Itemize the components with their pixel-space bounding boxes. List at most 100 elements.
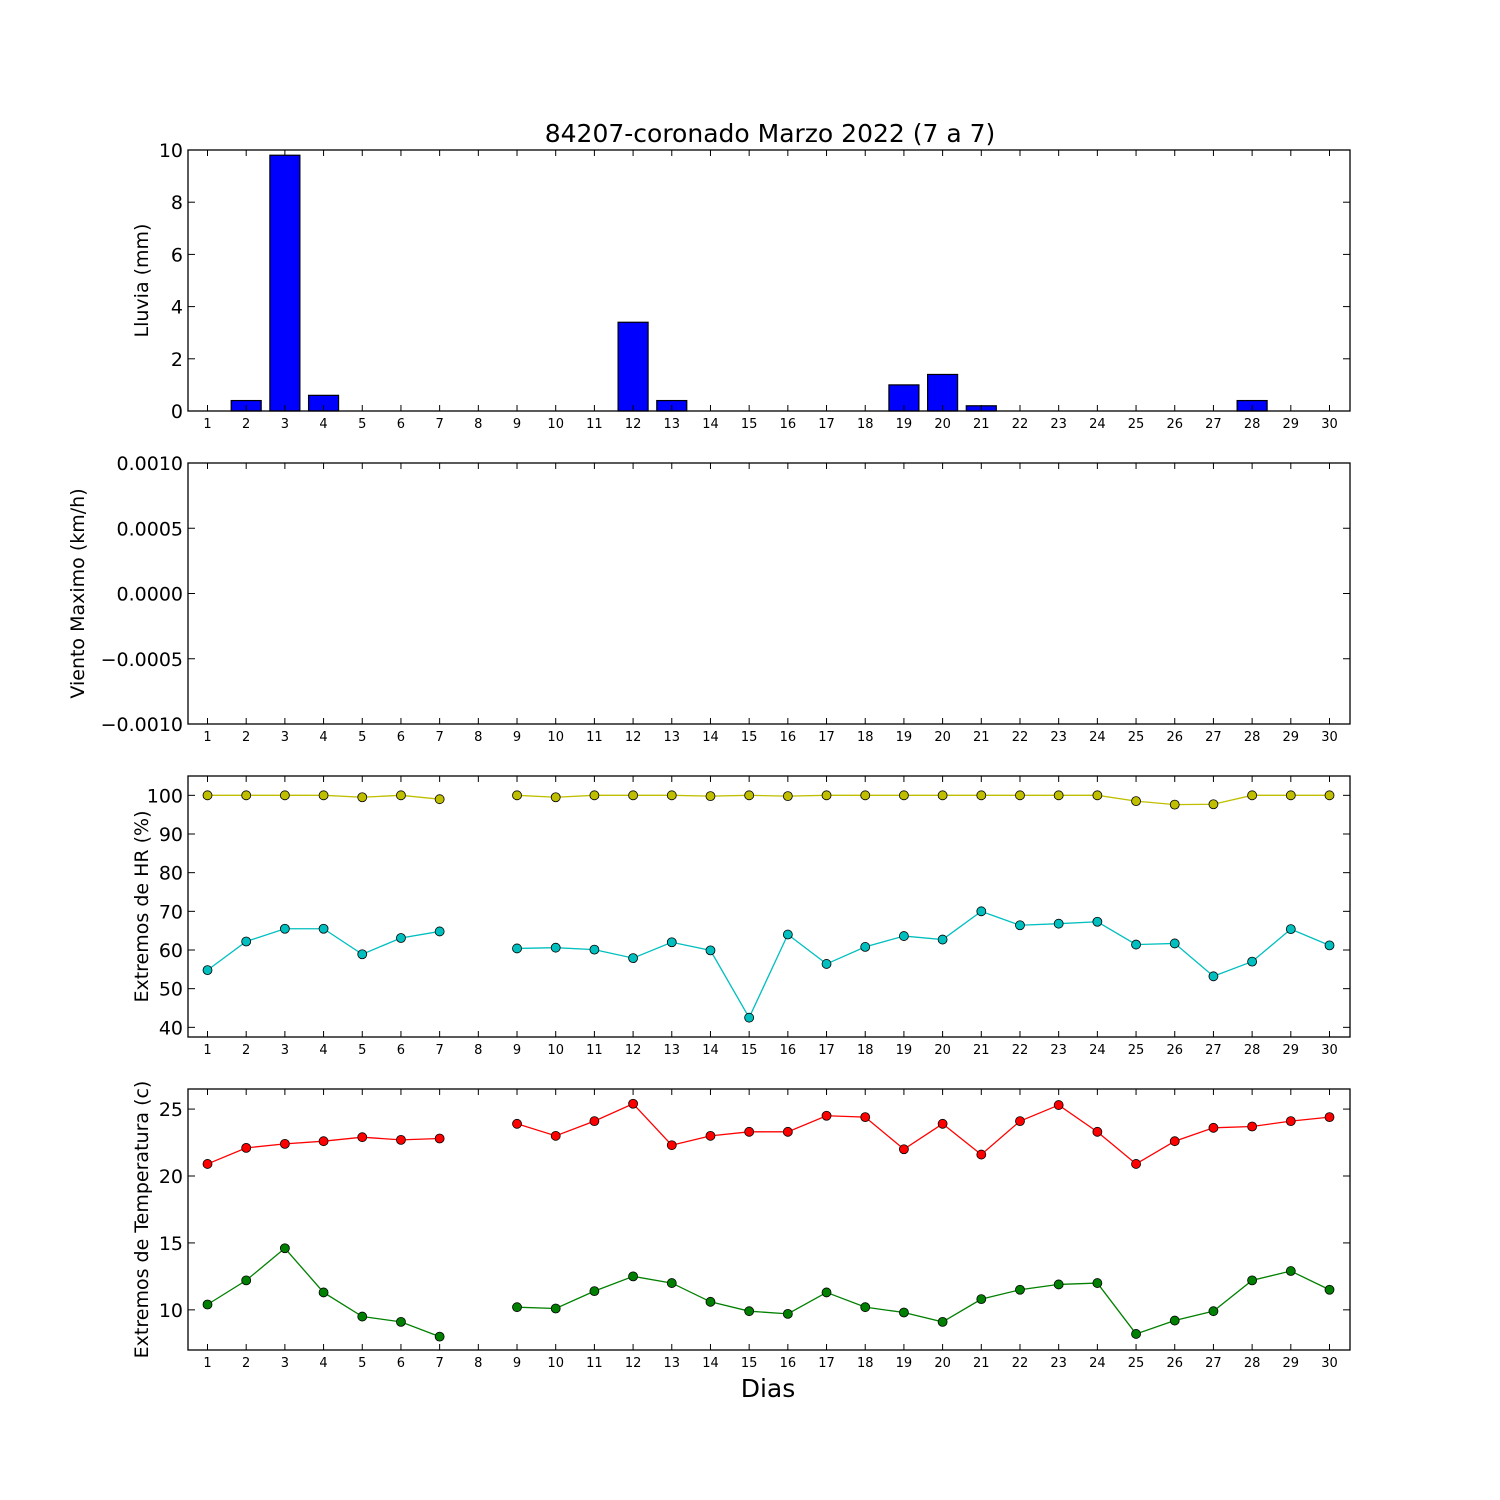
series-2-point-day-26 bbox=[1169, 938, 1180, 949]
x-tick-label: 26 bbox=[1166, 1043, 1183, 1058]
x-tick-label: 6 bbox=[397, 1356, 405, 1371]
series-2-point-day-4 bbox=[318, 1287, 329, 1298]
x-tick-label: 17 bbox=[818, 730, 835, 745]
x-tick-label: 25 bbox=[1128, 730, 1145, 745]
x-tick-label: 20 bbox=[934, 1356, 951, 1371]
series-1-point-day-3 bbox=[279, 790, 290, 801]
series-2-line bbox=[516, 1270, 1330, 1335]
x-tick-label: 8 bbox=[474, 417, 482, 432]
series-1-point-day-30 bbox=[1324, 790, 1335, 801]
series-2-point-day-13 bbox=[666, 937, 677, 948]
series-2-point-day-1 bbox=[202, 965, 213, 976]
panel-frame bbox=[187, 462, 1351, 725]
x-tick-label: 22 bbox=[1012, 417, 1029, 432]
x-tick-label: 2 bbox=[242, 1043, 250, 1058]
series-2-point-day-6 bbox=[396, 1316, 406, 1327]
x-tick-label: 18 bbox=[857, 730, 874, 745]
y-tick-label: 20 bbox=[159, 1166, 183, 1188]
x-tick-label: 28 bbox=[1244, 730, 1261, 745]
x-tick-label: 16 bbox=[780, 730, 797, 745]
x-tick-label: 9 bbox=[513, 417, 521, 432]
x-tick-label: 6 bbox=[397, 417, 405, 432]
x-tick-label: 14 bbox=[702, 417, 719, 432]
x-tick-label: 10 bbox=[547, 417, 564, 432]
series-2-point-day-20 bbox=[937, 934, 948, 945]
series-2-point-day-6 bbox=[396, 933, 406, 943]
y-tick-label: 10 bbox=[159, 140, 183, 162]
x-tick-label: 16 bbox=[780, 1043, 797, 1058]
series-1-point-day-13 bbox=[666, 790, 677, 801]
y-axis-label: Extremos de Temperatura (c) bbox=[131, 1081, 153, 1359]
x-tick-label: 20 bbox=[934, 1043, 951, 1058]
series-2-point-day-16 bbox=[782, 1308, 793, 1319]
series-1-point-day-22 bbox=[1015, 1116, 1025, 1127]
x-tick-label: 6 bbox=[397, 1043, 405, 1058]
x-tick-label: 21 bbox=[973, 730, 990, 745]
x-tick-label: 25 bbox=[1128, 417, 1145, 432]
x-tick-label: 24 bbox=[1089, 417, 1106, 432]
y-tick-label: 50 bbox=[159, 979, 183, 1001]
y-tick-label: 4 bbox=[171, 297, 183, 319]
x-tick-label: 24 bbox=[1089, 1356, 1106, 1371]
series-1-point-day-26 bbox=[1169, 799, 1180, 810]
series-2-point-day-13 bbox=[666, 1278, 677, 1288]
x-tick-label: 16 bbox=[780, 1356, 797, 1371]
x-axis-label: Dias bbox=[741, 1374, 796, 1403]
x-tick-label: 1 bbox=[203, 730, 211, 745]
series-1-point-day-24 bbox=[1092, 790, 1103, 801]
x-tick-label: 21 bbox=[973, 417, 990, 432]
series-1-point-day-12 bbox=[628, 790, 638, 801]
series-1-point-day-1 bbox=[202, 1159, 213, 1169]
series-1-point-day-29 bbox=[1285, 1116, 1296, 1127]
x-tick-label: 4 bbox=[319, 1356, 327, 1371]
series-2-point-day-18 bbox=[860, 942, 871, 952]
x-tick-label: 2 bbox=[242, 730, 250, 745]
series-1-point-day-15 bbox=[744, 1126, 755, 1137]
series-2-point-day-30 bbox=[1324, 1284, 1335, 1295]
x-tick-label: 7 bbox=[435, 1043, 443, 1058]
y-tick-label: −0.0010 bbox=[101, 714, 183, 736]
x-tick-label: 17 bbox=[818, 417, 835, 432]
x-tick-label: 22 bbox=[1012, 1043, 1029, 1058]
y-tick-label: 6 bbox=[171, 244, 183, 266]
x-tick-label: 29 bbox=[1283, 730, 1300, 745]
x-tick-label: 15 bbox=[741, 417, 758, 432]
series-1-point-day-3 bbox=[279, 1138, 290, 1149]
x-tick-label: 11 bbox=[586, 730, 603, 745]
x-tick-label: 16 bbox=[780, 417, 797, 432]
series-1-point-day-14 bbox=[705, 1130, 716, 1141]
series-1-point-day-29 bbox=[1285, 790, 1296, 801]
y-tick-label: −0.0005 bbox=[101, 649, 183, 671]
series-2-point-day-5 bbox=[357, 949, 368, 960]
y-tick-label: 0.0005 bbox=[117, 518, 183, 540]
bar-day-20 bbox=[927, 373, 959, 412]
x-tick-label: 7 bbox=[435, 1356, 443, 1371]
x-tick-label: 3 bbox=[281, 730, 289, 745]
series-1-point-day-24 bbox=[1092, 1126, 1103, 1137]
series-2-point-day-14 bbox=[705, 945, 716, 956]
y-tick-label: 0 bbox=[171, 401, 183, 423]
x-tick-label: 11 bbox=[586, 417, 603, 432]
series-1-point-day-2 bbox=[241, 790, 252, 801]
series-1-point-day-22 bbox=[1015, 790, 1025, 801]
y-axis-label: Extremos de HR (%) bbox=[131, 810, 153, 1002]
series-1-point-day-25 bbox=[1131, 796, 1141, 807]
series-2-point-day-29 bbox=[1285, 1266, 1296, 1276]
series-1-point-day-11 bbox=[589, 790, 600, 801]
x-tick-label: 9 bbox=[513, 1043, 521, 1058]
x-tick-label: 28 bbox=[1244, 1043, 1261, 1058]
x-tick-label: 8 bbox=[474, 1356, 482, 1371]
x-tick-label: 12 bbox=[625, 1043, 642, 1058]
series-2-point-day-28 bbox=[1247, 956, 1258, 967]
series-1-point-day-25 bbox=[1131, 1159, 1141, 1169]
series-2-point-day-17 bbox=[821, 959, 832, 969]
series-1-point-day-5 bbox=[357, 792, 368, 803]
x-tick-label: 11 bbox=[586, 1356, 603, 1371]
series-1-point-day-21 bbox=[976, 790, 987, 801]
panel-frame bbox=[187, 1088, 1351, 1351]
series-1-point-day-4 bbox=[318, 1136, 329, 1147]
x-tick-label: 13 bbox=[664, 417, 681, 432]
series-2-point-day-12 bbox=[628, 1271, 638, 1282]
x-tick-label: 21 bbox=[973, 1356, 990, 1371]
